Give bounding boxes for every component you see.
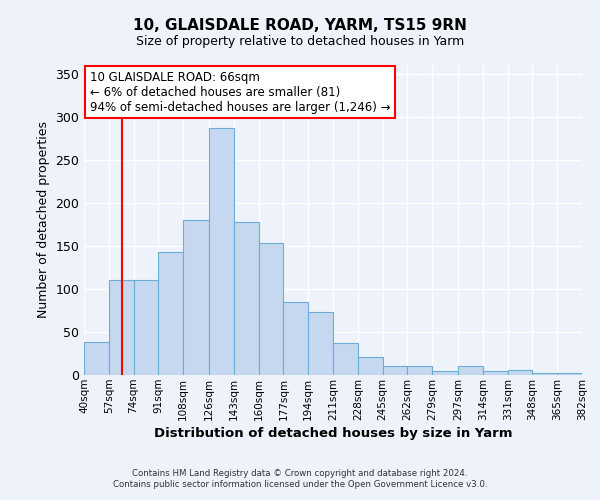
Bar (183, 220, 209, 375)
Text: Contains public sector information licensed under the Open Government Licence v3: Contains public sector information licen… (113, 480, 487, 489)
Text: Contains HM Land Registry data © Crown copyright and database right 2024.: Contains HM Land Registry data © Crown c… (132, 468, 468, 477)
Text: 10 GLAISDALE ROAD: 66sqm
← 6% of detached houses are smaller (81)
94% of semi-de: 10 GLAISDALE ROAD: 66sqm ← 6% of detache… (89, 70, 390, 114)
Text: Size of property relative to detached houses in Yarm: Size of property relative to detached ho… (136, 35, 464, 48)
Bar (532, 374, 557, 375)
Bar (134, 280, 158, 375)
Bar (407, 366, 432, 375)
Bar (158, 252, 183, 375)
Bar (557, 374, 582, 375)
Bar (432, 370, 458, 375)
Bar (508, 370, 532, 375)
Bar (109, 280, 134, 375)
Bar (209, 128, 234, 375)
X-axis label: Distribution of detached houses by size in Yarm: Distribution of detached houses by size … (154, 427, 512, 440)
Y-axis label: Number of detached properties: Number of detached properties (37, 122, 50, 318)
Bar (308, 312, 333, 375)
Bar (358, 357, 383, 375)
Bar (283, 302, 308, 375)
Bar (333, 343, 358, 375)
Bar (383, 366, 407, 375)
Bar (259, 244, 283, 375)
Bar (458, 366, 483, 375)
Bar (84, 342, 109, 375)
Bar (234, 222, 259, 375)
Bar (483, 370, 508, 375)
Text: 10, GLAISDALE ROAD, YARM, TS15 9RN: 10, GLAISDALE ROAD, YARM, TS15 9RN (133, 18, 467, 32)
